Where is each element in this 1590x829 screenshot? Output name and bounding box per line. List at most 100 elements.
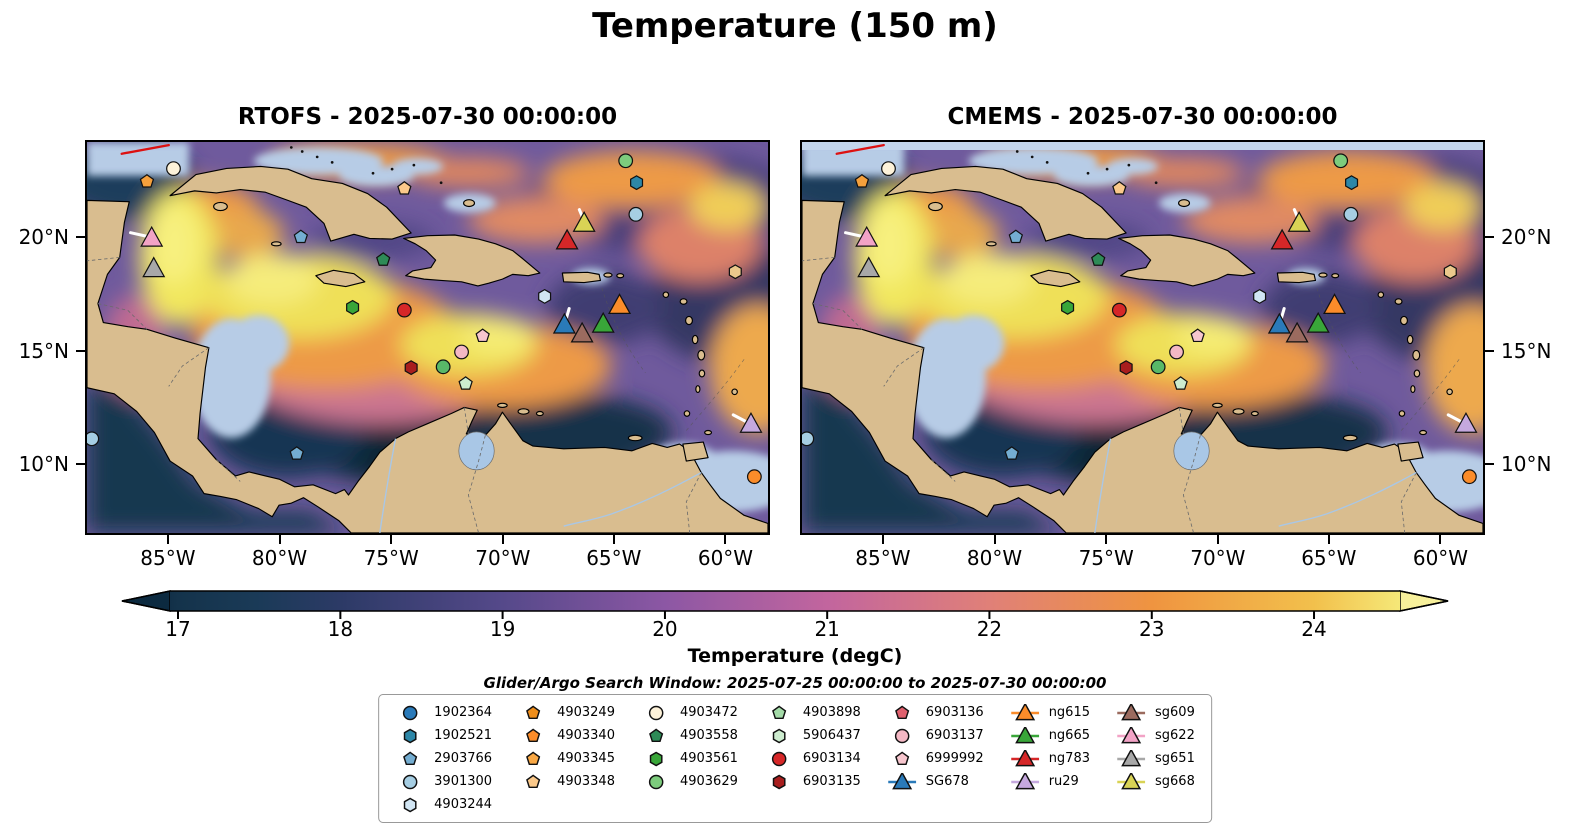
legend-item-5906437: 5906437 (764, 725, 861, 746)
legend-item-4903345: 4903345 (518, 748, 615, 769)
legend-item-4903472: 4903472 (641, 702, 738, 723)
lon-tick-label: 85°W (140, 546, 196, 570)
search-window-note: Glider/Argo Search Window: 2025-07-25 00… (483, 674, 1107, 692)
sg651-marker (142, 256, 166, 278)
legend-item-ng783: ng783 (1010, 748, 1090, 769)
legend-label: 6903137 (925, 728, 984, 743)
lon-tick-label: 60°W (697, 546, 754, 570)
lat-tick-label: 20°N (1501, 225, 1552, 250)
argo-pentagon-marker (397, 180, 412, 195)
panel-title-cmems: CMEMS - 2025-07-30 00:00:00 (947, 104, 1338, 130)
argo-circle-marker (881, 161, 896, 176)
legend-label: sg609 (1155, 705, 1195, 720)
axis-tick-mark (724, 535, 727, 544)
legend-column: 4903249 4903340 4903345 4903348 (518, 702, 615, 815)
legend-label: 4903345 (557, 751, 615, 766)
ng783-marker (1270, 228, 1294, 250)
figure-title: Temperature (150 m) (592, 6, 998, 46)
legend-column: 6903136 6903137 6999992 SG678 (887, 702, 984, 815)
platform-marker-layer-rtofs (87, 143, 763, 485)
platform-track (120, 143, 170, 155)
lon-tick-label: 70°W (1190, 546, 1246, 570)
legend-item-6903137: 6903137 (887, 725, 984, 746)
circle-legend-marker (402, 774, 418, 789)
axis-tick-mark (166, 535, 169, 544)
ng783-marker (555, 228, 579, 250)
colorbar-gradient (121, 590, 1449, 619)
triangle-legend-marker (1010, 703, 1039, 720)
legend-item-4903249: 4903249 (518, 702, 615, 723)
lon-tick-label: 75°W (1078, 546, 1134, 570)
legend-item-6903135: 6903135 (764, 771, 861, 792)
ng665-marker (591, 311, 615, 333)
argo-circle-marker (1333, 153, 1349, 169)
pentagon-legend-marker (525, 751, 541, 765)
sg622-marker (140, 225, 164, 247)
pentagon-legend-marker (525, 705, 541, 719)
axis-tick-mark (1327, 535, 1330, 544)
axis-tick-mark (278, 535, 281, 544)
platform-track (844, 231, 865, 239)
sg622-marker (855, 225, 879, 247)
platform-track (835, 143, 885, 155)
colorbar (120, 588, 1450, 622)
lat-tick-label: 15°N (18, 338, 69, 363)
legend-label: 4903561 (679, 751, 738, 766)
legend-label: 5906437 (802, 728, 861, 743)
argo-hexagon-marker (404, 360, 418, 376)
legend-columns: 1902364 1902521 2903766 3901300 4903244 49032… (395, 702, 1195, 815)
axis-tick-mark (390, 535, 393, 544)
ng615-marker (608, 293, 632, 315)
argo-hexagon-marker (346, 299, 360, 315)
triangle-legend-marker (1010, 726, 1039, 743)
legend-label: 4903348 (557, 774, 615, 789)
platform-track (129, 231, 150, 239)
legend-item-4903340: 4903340 (518, 725, 615, 746)
SG678-marker (1267, 312, 1291, 334)
legend-item-4903898: 4903898 (764, 702, 861, 723)
legend-label: SG678 (925, 774, 969, 789)
argo-pentagon-marker (376, 252, 391, 266)
legend-column: 4903472 4903558 4903561 4903629 (641, 702, 738, 815)
lon-tick-label: 80°W (251, 546, 308, 570)
legend-item-1902364: 1902364 (395, 702, 492, 723)
legend-item-sg609: sg609 (1116, 702, 1195, 723)
ng665-marker (1306, 311, 1330, 333)
legend-label: ru29 (1048, 774, 1079, 789)
masked-top-strip (802, 142, 1483, 150)
legend-label: 2903766 (434, 751, 493, 766)
colorbar-tick-label: 18 (327, 617, 354, 641)
argo-circle-marker (435, 359, 451, 375)
legend-column: sg609 sg622 sg651 sg668 (1116, 702, 1195, 815)
legend-label: sg622 (1155, 728, 1195, 743)
argo-pentagon-marker (289, 446, 304, 460)
legend-item-ru29: ru29 (1010, 771, 1090, 792)
pentagon-legend-marker (771, 705, 786, 719)
circle-legend-marker (771, 751, 787, 766)
argo-pentagon-marker (1173, 376, 1188, 390)
colorbar-tick-label: 24 (1301, 617, 1327, 641)
triangle-legend-marker (887, 772, 916, 789)
axis-tick-mark (881, 535, 884, 544)
lon-tick-label: 80°W (966, 546, 1023, 570)
hexagon-legend-marker (772, 774, 786, 789)
legend-item-4903558: 4903558 (641, 725, 738, 746)
SG678-marker (552, 312, 576, 334)
lon-tick-label: 70°W (475, 546, 531, 570)
legend-item-1902521: 1902521 (395, 725, 492, 746)
legend-label: 6903136 (925, 705, 984, 720)
argo-pentagon-marker (854, 173, 870, 188)
colorbar-right-arrow (1399, 590, 1449, 612)
legend-item-6999992: 6999992 (887, 748, 984, 769)
colorbar-tick-labels: 17 18 19 20 21 22 23 24 (120, 617, 1450, 642)
triangle-legend-marker (1117, 772, 1145, 789)
argo-pentagon-marker (1008, 229, 1024, 244)
legend-item-6903136: 6903136 (887, 702, 984, 723)
hexagon-legend-marker (772, 728, 786, 743)
lat-tick-label: 15°N (1501, 338, 1552, 363)
sg651-marker (857, 256, 881, 278)
axis-tick-mark (1485, 349, 1494, 352)
legend-item-3901300: 3901300 (395, 771, 492, 792)
pentagon-legend-marker (403, 751, 418, 765)
